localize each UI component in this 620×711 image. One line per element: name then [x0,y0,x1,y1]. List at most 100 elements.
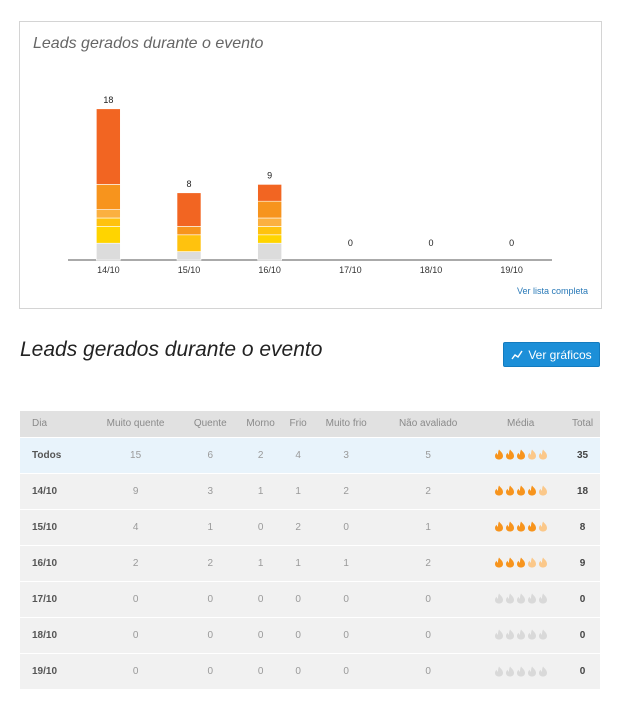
cell-warm: 2 [237,436,284,473]
cell-cold: 1 [283,544,313,581]
bar-segment[interactable] [96,184,121,210]
flame-icon [494,593,503,604]
view-charts-label: Ver gráficos [528,347,592,362]
flame-icon [505,629,514,640]
cell-average [476,508,566,545]
flame-icon [516,557,525,568]
cell-very-cold: 0 [312,652,381,689]
table-body: Todos 15 6 2 4 3 5 35 14/10 9 3 1 1 2 2 18 15/10 4 1 0 2 0 1 8 1… [20,436,600,689]
col-header-cold: Frio [283,411,313,437]
flame-icon [516,593,525,604]
flame-icon [527,666,536,677]
bar-segment[interactable] [176,234,202,252]
cell-cold: 2 [283,508,313,545]
table-row[interactable]: 15/10 4 1 0 2 0 1 8 [20,508,600,545]
bar-segment[interactable] [96,226,121,244]
view-full-list-link[interactable]: Ver lista completa [516,286,588,296]
cell-very-hot: 4 [87,508,184,545]
flame-icon [538,629,547,640]
flame-icon [516,521,525,532]
bar-segment[interactable] [96,217,121,227]
flame-icon [505,666,514,677]
x-tick-label: 15/10 [178,265,201,275]
cell-warm: 1 [237,472,284,509]
flame-rating [494,666,548,677]
flame-icon [527,629,536,640]
leads-bar-chart: 18 14/10 8 15/10 9 16/10 0 17/10 0 18/10 0 19/10 [68,95,552,275]
cell-hot: 0 [183,580,238,617]
cell-cold: 4 [283,436,313,473]
bar-segment[interactable] [96,242,121,261]
cell-not-rated: 5 [380,436,477,473]
cell-average [476,580,566,617]
bar-segment[interactable] [176,251,202,261]
flame-icon [505,521,514,532]
flame-icon [494,485,503,496]
cell-warm: 0 [237,652,284,689]
bar-segment[interactable] [257,184,282,202]
flame-icon [538,557,547,568]
cell-very-hot: 0 [87,580,184,617]
bar-segment[interactable] [96,209,121,219]
bar-total-label: 18 [103,95,113,105]
bar-segment[interactable] [96,108,121,185]
cell-total: 9 [565,544,600,581]
bar-segment[interactable] [176,226,202,236]
table-row[interactable]: 18/10 0 0 0 0 0 0 0 [20,616,600,653]
cell-not-rated: 2 [380,544,477,581]
bar-segment[interactable] [257,242,282,261]
cell-total: 18 [565,472,600,509]
cell-hot: 1 [183,508,238,545]
col-header-hot: Quente [183,411,238,437]
cell-day: 14/10 [20,472,88,509]
cell-total: 0 [565,616,600,653]
table-row[interactable]: Todos 15 6 2 4 3 5 35 [20,436,600,473]
cell-hot: 3 [183,472,238,509]
flame-icon [516,629,525,640]
x-tick-label: 16/10 [258,265,281,275]
cell-average [476,436,566,473]
bar-segment[interactable] [257,200,282,219]
cell-very-cold: 3 [312,436,381,473]
section-title: Leads gerados durante o evento [20,338,323,361]
bar-segment[interactable] [257,226,282,236]
bar-total-label: 0 [348,238,353,248]
cell-cold: 0 [283,580,313,617]
x-tick-label: 17/10 [339,265,362,275]
col-header-very-hot: Muito quente [87,411,184,437]
x-tick-label: 19/10 [500,265,523,275]
flame-icon [527,593,536,604]
cell-day: 17/10 [20,580,88,617]
flame-icon [494,521,503,532]
flame-icon [505,485,514,496]
table-header-row: Dia Muito quente Quente Morno Frio Muito… [20,411,600,437]
bar-segment[interactable] [257,234,282,244]
line-chart-icon [511,350,523,359]
cell-not-rated: 0 [380,616,477,653]
table-row[interactable]: 19/10 0 0 0 0 0 0 0 [20,652,600,689]
table-row[interactable]: 17/10 0 0 0 0 0 0 0 [20,580,600,617]
cell-very-cold: 0 [312,580,381,617]
cell-total: 0 [565,580,600,617]
flame-icon [516,449,525,460]
bar-total-label: 9 [267,170,272,180]
cell-total: 35 [565,436,600,473]
flame-icon [538,485,547,496]
cell-very-hot: 0 [87,616,184,653]
table-row[interactable]: 16/10 2 2 1 1 1 2 9 [20,544,600,581]
view-charts-button[interactable]: Ver gráficos [503,342,600,367]
table-row[interactable]: 14/10 9 3 1 1 2 2 18 [20,472,600,509]
bar-segment[interactable] [257,217,282,227]
col-header-very-cold: Muito frio [312,411,381,437]
cell-very-hot: 0 [87,652,184,689]
cell-day: 15/10 [20,508,88,545]
flame-icon [494,449,503,460]
flame-rating [494,521,548,532]
cell-day: Todos [20,436,88,473]
flame-icon [516,485,525,496]
leads-table: Dia Muito quente Quente Morno Frio Muito… [20,411,600,689]
bar-segment[interactable] [176,192,202,227]
x-tick-label: 14/10 [97,265,120,275]
cell-cold: 0 [283,652,313,689]
flame-icon [516,666,525,677]
